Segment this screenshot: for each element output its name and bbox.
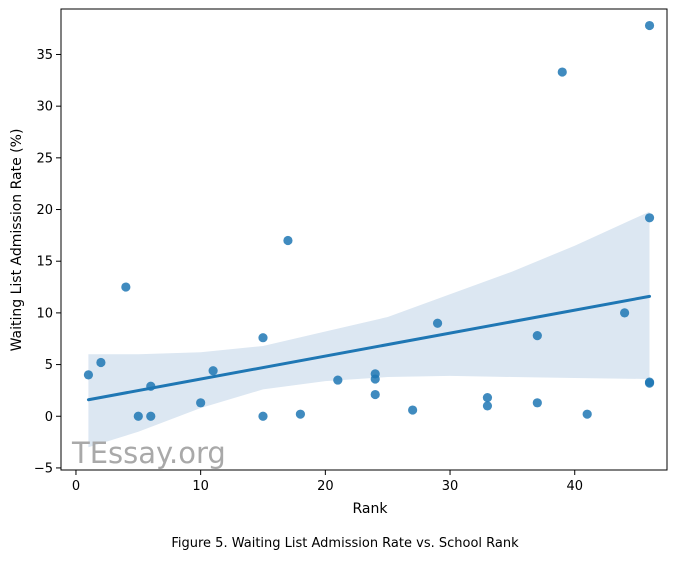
data-point	[96, 357, 106, 368]
data-point	[370, 374, 380, 384]
data-point	[83, 370, 94, 380]
data-point	[295, 409, 306, 419]
x-tick-label: 10	[192, 479, 209, 494]
x-tick-label: 0	[72, 479, 80, 494]
data-point	[121, 282, 131, 292]
data-point	[644, 213, 655, 223]
y-tick-label: 35	[36, 48, 53, 63]
data-point	[482, 401, 493, 411]
y-tick-label: 20	[36, 203, 53, 218]
data-point	[146, 381, 156, 391]
data-point	[644, 20, 655, 31]
data-point	[196, 398, 206, 408]
y-tick-label: 25	[36, 151, 53, 166]
data-point	[258, 411, 268, 421]
data-point	[333, 375, 343, 385]
watermark-text: TEssay.org	[71, 436, 226, 470]
data-point	[408, 405, 418, 415]
y-tick-label: 15	[36, 255, 53, 270]
x-tick-label: 40	[566, 479, 583, 494]
y-axis-title: Waiting List Admission Rate (%)	[9, 129, 25, 352]
data-points-layer	[83, 20, 655, 421]
data-point	[432, 318, 443, 328]
plot-frame	[60, 8, 668, 471]
data-point	[208, 366, 218, 376]
y-tick-label: 0	[45, 410, 53, 425]
data-point	[258, 333, 268, 343]
data-point	[370, 389, 380, 400]
data-point	[582, 409, 592, 419]
regression-line	[86, 294, 652, 402]
confidence-band	[88, 211, 650, 448]
regression-line-layer	[86, 294, 652, 402]
data-point	[532, 331, 542, 341]
data-point	[644, 377, 655, 387]
data-point	[532, 398, 542, 408]
data-point	[146, 411, 156, 421]
data-point	[557, 67, 567, 77]
y-tick-label: −5	[34, 461, 53, 476]
scatter-chart: 0 10 20 30 40 −5 0 5 10 15 20 25 30 35 TEssay.org Ran…	[9, 8, 668, 517]
x-axis-title: Rank	[353, 501, 389, 517]
y-tick-label: 5	[45, 358, 53, 373]
x-tick-label: 30	[442, 479, 459, 494]
data-point	[133, 411, 143, 421]
y-tick-label: 30	[36, 100, 53, 115]
data-point	[620, 308, 630, 318]
axes-layer: 0 10 20 30 40 −5 0 5 10 15 20 25 30 35	[34, 8, 668, 494]
x-tick-label: 20	[317, 479, 334, 494]
data-point	[482, 393, 493, 403]
confidence-band-layer	[88, 211, 650, 448]
figure-caption: Figure 5. Waiting List Admission Rate vs…	[171, 536, 519, 551]
data-point	[283, 235, 293, 246]
y-tick-label: 10	[36, 306, 53, 321]
